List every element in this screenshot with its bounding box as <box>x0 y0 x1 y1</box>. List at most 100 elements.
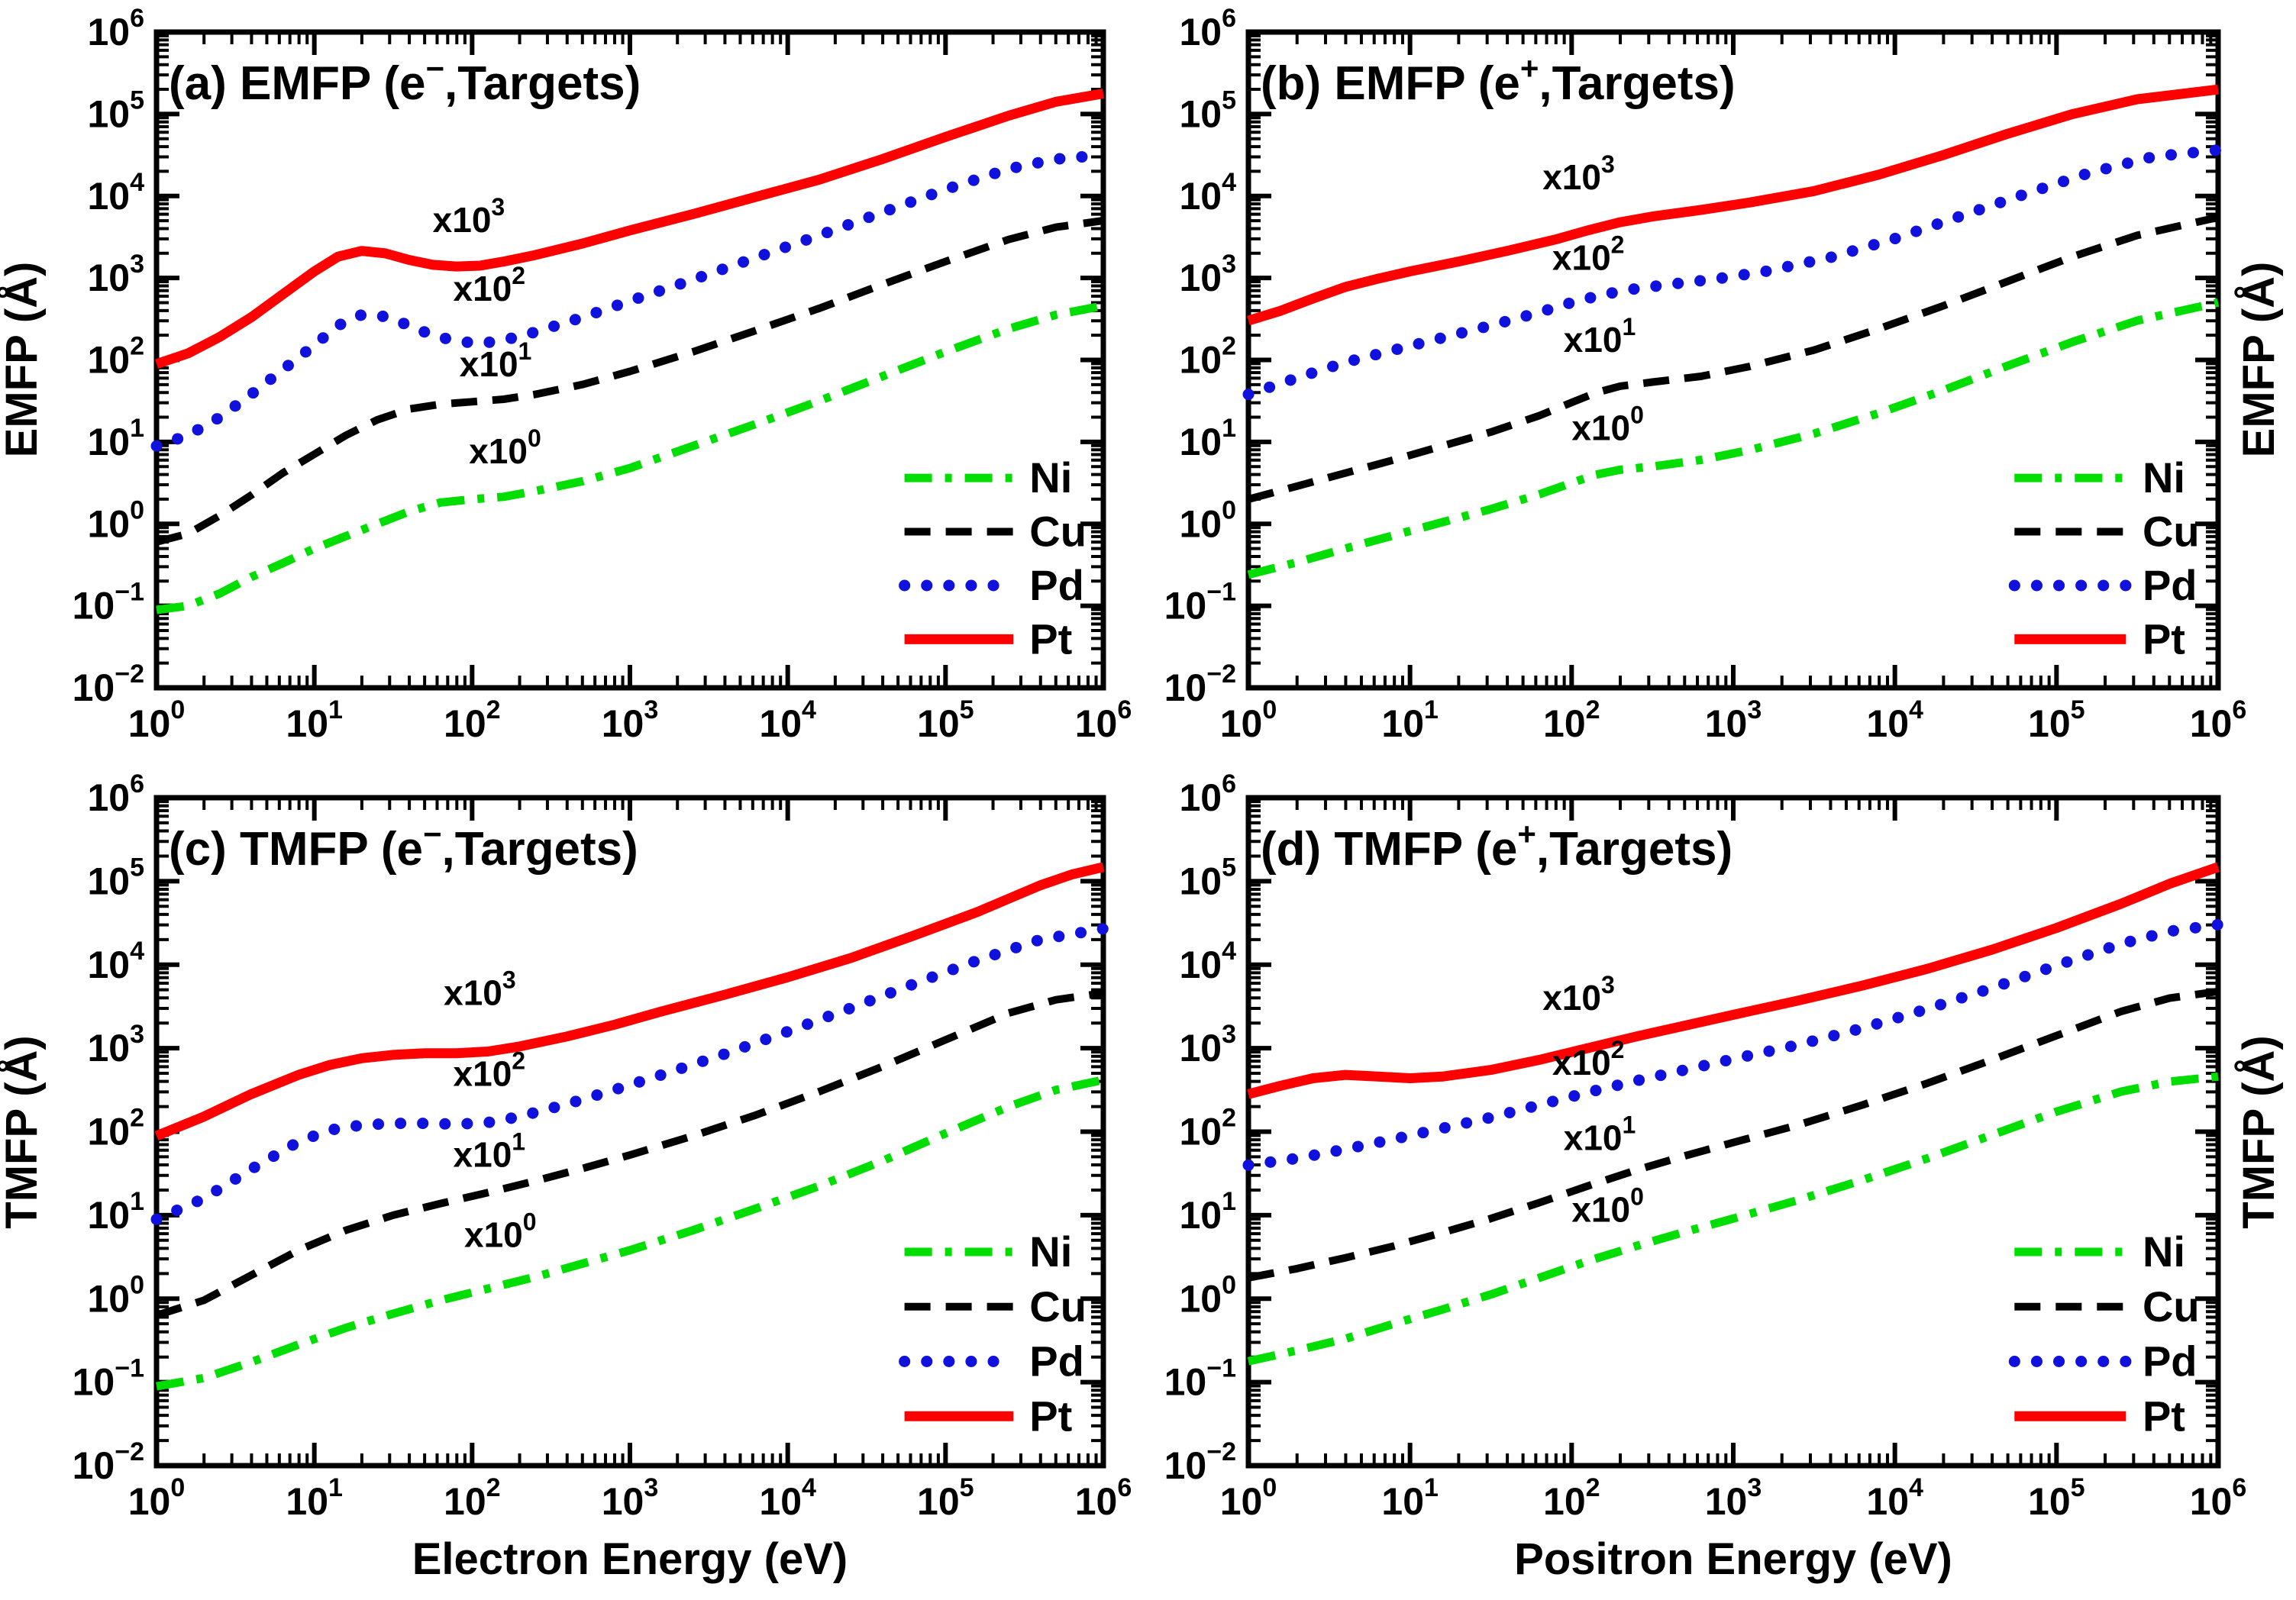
series-line-c-Pt <box>154 862 1105 1141</box>
series-line-d-Cu <box>1248 987 2219 1282</box>
y-tick-label-c-1e0: 100 <box>87 1270 144 1320</box>
y-axis-title-right-bottom: TMFP (Å) <box>2234 1035 2284 1228</box>
y-tick-label-b-1e0: 100 <box>1179 495 1236 545</box>
multiplier-label-a-x10e0: x100 <box>469 424 541 471</box>
series-line-b-Ni <box>1247 298 2220 579</box>
legend-label-a-Pd: Pd <box>1029 561 1084 609</box>
minor-ticks-a <box>157 32 1103 688</box>
y-tick-label-a-1e1: 101 <box>87 414 144 463</box>
legend-item-b-Pt: Pt <box>2014 615 2185 663</box>
y-tick-label-c-1e1: 101 <box>87 1187 144 1237</box>
legend-label-b-Ni: Ni <box>2143 453 2185 502</box>
series-line-b-Pd <box>1242 144 2224 401</box>
multiplier-label-b-x10e3: x103 <box>1542 150 1615 197</box>
y-axis-title-right-top: EMFP (Å) <box>2234 262 2284 458</box>
legend-item-d-Pd: Pd <box>2008 1337 2198 1385</box>
legend-label-b-Cu: Cu <box>2143 508 2200 556</box>
legend-item-a-Cu: Cu <box>904 508 1087 556</box>
y-tick-label-c-1e3: 103 <box>87 1020 144 1069</box>
y-tick-label-d-1e6: 106 <box>1179 769 1236 819</box>
multiplier-label-b-x10e1: x101 <box>1564 313 1636 360</box>
y-axis-title-left-top: EMFP (Å) <box>0 262 47 458</box>
x-tick-label-a-1e1: 101 <box>286 695 343 745</box>
legend-label-b-Pt: Pt <box>2143 615 2185 663</box>
major-ticks-a <box>154 30 1106 690</box>
x-tick-label-b-1e1: 101 <box>1381 695 1439 745</box>
y-tick-label-a-1e6: 106 <box>87 4 144 53</box>
legend-item-a-Pt: Pt <box>904 615 1072 663</box>
series-line-c-Pd <box>150 923 1109 1225</box>
plot-frame-c <box>153 795 1106 1469</box>
y-tick-label-a-1e3: 103 <box>87 250 144 299</box>
legend-item-b-Cu: Cu <box>2014 508 2200 556</box>
multiplier-label-d-x10e2: x102 <box>1552 1036 1625 1082</box>
x-tick-label-c-1e4: 104 <box>759 1473 816 1523</box>
y-tick-label-b-1e2: 102 <box>1179 332 1236 382</box>
y-tick-label-b-1e-2: 10−2 <box>1164 660 1236 709</box>
legend-label-a-Pt: Pt <box>1029 615 1072 663</box>
major-ticks-b <box>1246 30 2220 690</box>
series-line-a-Ni <box>156 302 1105 615</box>
minor-ticks-b <box>1248 32 2218 688</box>
y-tick-label-b-1e-1: 10−1 <box>1164 578 1236 627</box>
y-tick-label-b-1e1: 101 <box>1179 414 1236 463</box>
multiplier-label-c-x10e3: x103 <box>444 966 516 1012</box>
series-line-a-Pt <box>154 89 1105 369</box>
multiplier-label-a-x10e1: x101 <box>460 337 532 384</box>
y-tick-label-b-1e3: 103 <box>1179 250 1236 299</box>
series-line-d-Pt <box>1247 862 2220 1099</box>
x-tick-label-d-1e4: 104 <box>1866 1473 1923 1523</box>
plot-frame-b <box>1245 29 2221 691</box>
y-tick-label-d-1e4: 104 <box>1179 937 1236 986</box>
y-tick-label-d-1e1: 101 <box>1179 1187 1236 1237</box>
x-tick-label-d-1e2: 102 <box>1543 1473 1600 1523</box>
legend-item-a-Ni: Ni <box>904 453 1072 502</box>
y-tick-label-a-1e5: 105 <box>87 85 144 135</box>
series-line-a-Cu <box>155 217 1104 546</box>
x-tick-label-c-1e5: 105 <box>917 1473 974 1523</box>
y-tick-label-d-1e-1: 10−1 <box>1164 1354 1236 1404</box>
multiplier-label-d-x10e3: x103 <box>1542 971 1615 1018</box>
y-tick-label-a-1e0: 100 <box>87 495 144 545</box>
multiplier-label-a-x10e3: x103 <box>433 193 505 240</box>
multiplier-label-c-x10e2: x102 <box>454 1047 526 1093</box>
x-tick-label-a-1e2: 102 <box>444 695 501 745</box>
y-tick-label-c-1e2: 102 <box>87 1104 144 1153</box>
series-line-a-Pd <box>150 149 1109 452</box>
multiplier-label-c-x10e0: x100 <box>464 1208 537 1254</box>
legend-label-c-Cu: Cu <box>1029 1282 1087 1331</box>
legend-label-c-Pd: Pd <box>1029 1337 1084 1385</box>
x-tick-label-a-1e5: 105 <box>917 695 974 745</box>
y-axis-title-left-bottom: TMFP (Å) <box>0 1035 47 1228</box>
series-line-c-Ni <box>156 1076 1105 1391</box>
y-tick-label-a-1e-1: 10−1 <box>73 578 144 627</box>
y-tick-label-d-1e2: 102 <box>1179 1104 1236 1153</box>
multiplier-label-b-x10e2: x102 <box>1552 231 1625 277</box>
major-ticks-d <box>1246 795 2220 1468</box>
x-tick-label-c-1e1: 101 <box>286 1473 343 1523</box>
minor-ticks-c <box>157 798 1103 1466</box>
y-tick-label-d-1e0: 100 <box>1179 1270 1236 1320</box>
x-axis-title-electron-energy: Electron Energy (eV) <box>412 1534 848 1584</box>
x-axis-title-positron-energy: Positron Energy (eV) <box>1514 1534 1952 1584</box>
multiplier-label-a-x10e2: x102 <box>454 262 526 308</box>
x-tick-label-c-1e2: 102 <box>444 1473 501 1523</box>
legend-item-d-Ni: Ni <box>2014 1227 2185 1276</box>
y-tick-label-c-1e5: 105 <box>87 853 144 902</box>
y-tick-label-c-1e6: 106 <box>87 769 144 819</box>
y-tick-label-b-1e4: 104 <box>1179 168 1236 218</box>
x-tick-label-b-1e0: 100 <box>1220 695 1277 745</box>
x-tick-label-d-1e1: 101 <box>1381 1473 1439 1523</box>
x-tick-label-a-1e0: 100 <box>128 695 186 745</box>
legend-item-d-Pt: Pt <box>2014 1392 2185 1440</box>
x-tick-label-d-1e6: 106 <box>2190 1473 2247 1523</box>
y-tick-label-a-1e4: 104 <box>87 168 144 218</box>
series-line-d-Pd <box>1242 918 2224 1171</box>
legend-label-c-Ni: Ni <box>1029 1227 1072 1276</box>
multiplier-label-d-x10e1: x101 <box>1564 1111 1636 1158</box>
x-tick-label-a-1e3: 103 <box>602 695 659 745</box>
multiplier-label-c-x10e1: x101 <box>454 1127 526 1174</box>
y-tick-label-d-1e5: 105 <box>1179 853 1236 902</box>
